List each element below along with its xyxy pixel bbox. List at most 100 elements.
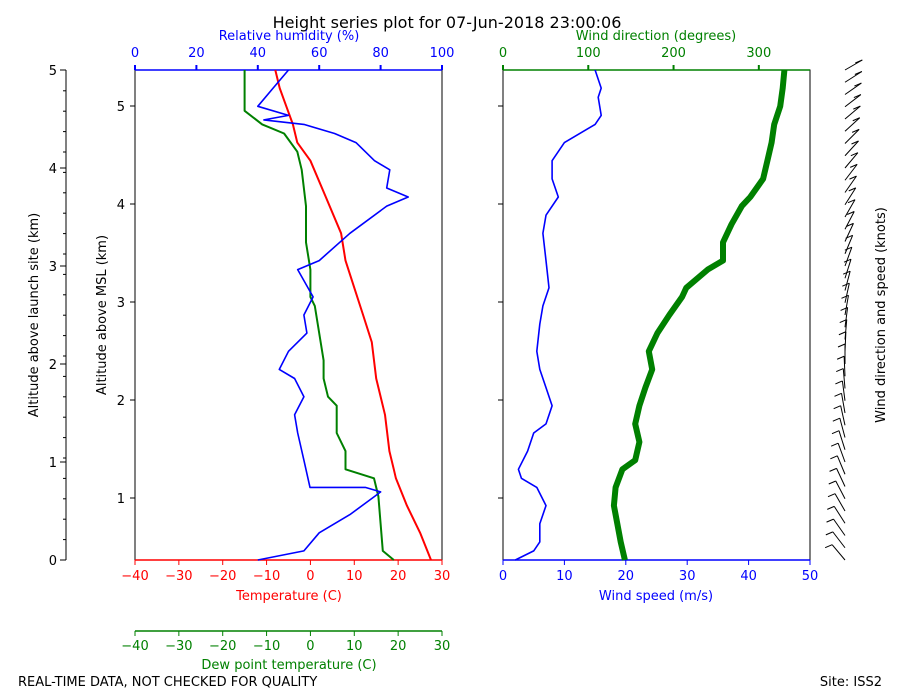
wind-barb-flag	[836, 368, 844, 373]
wind-barb-flag	[853, 94, 862, 99]
dew-tick-label: −30	[165, 639, 192, 654]
temp-tick-label: −40	[121, 569, 148, 584]
wind-barb	[844, 271, 851, 291]
wind-panel-frame	[502, 69, 811, 561]
temp-tick-label: 0	[306, 569, 314, 584]
wind-barb-flag	[826, 518, 834, 523]
wind-barb-flag	[851, 128, 860, 133]
rh-tick-label: 100	[430, 46, 455, 61]
thermo-panel-frame	[134, 69, 443, 561]
wind-barb	[844, 319, 848, 340]
wind-barb-flag	[830, 442, 839, 447]
dew-tick-label: 20	[390, 639, 407, 654]
dew-tick-label: 10	[346, 639, 363, 654]
wspd-tick-label: 40	[740, 569, 757, 584]
wdir-tick-label: 0	[499, 46, 507, 61]
wind-barb	[842, 368, 846, 389]
wind-barb	[839, 418, 846, 438]
wind-barb-flag	[849, 163, 858, 168]
wspd-axis-label: Wind speed (m/s)	[599, 589, 713, 604]
wind-barb-flag	[847, 199, 856, 204]
temp-tick-label: −30	[165, 569, 192, 584]
wind-barb-flag	[824, 544, 833, 549]
wdir-tick-label: 200	[661, 46, 686, 61]
wind-barb-flag	[832, 417, 841, 422]
rh-tick-label: 0	[131, 46, 139, 61]
wind-barb-flag	[841, 294, 849, 299]
wind-barb	[844, 152, 859, 169]
wind-barb	[840, 405, 846, 426]
wind-barb	[844, 283, 850, 303]
wind-barb-flag	[846, 222, 854, 227]
wind-barb-flag	[850, 152, 859, 157]
wind-barb	[831, 544, 846, 561]
left-altitude-tick-label: 0	[49, 554, 57, 569]
left-altitude-tick-label: 3	[49, 260, 57, 275]
left-altitude-tick-label: 1	[49, 456, 57, 471]
wind-barb-flag	[844, 246, 853, 251]
wind-barb-flag	[848, 187, 856, 192]
temp-tick-label: 10	[346, 569, 363, 584]
wind-barb	[844, 235, 854, 254]
rh-tick-label: 80	[372, 46, 389, 61]
wind-barb	[844, 105, 861, 120]
wind-barb	[844, 199, 856, 218]
msl-altitude-tick-label: 5	[117, 100, 125, 115]
wind-barb	[837, 443, 846, 463]
wind-barb	[844, 295, 849, 316]
wind-barb-flag	[829, 467, 837, 472]
wind-barb-flag	[854, 82, 862, 87]
wind-barb	[844, 259, 852, 279]
wind-barb-flag	[855, 59, 863, 64]
wind-barb	[835, 480, 846, 499]
wind-barb	[841, 393, 846, 414]
temp-tick-label: 20	[390, 569, 407, 584]
wind-barb	[836, 468, 846, 487]
wind-barb	[844, 175, 857, 193]
dew-tick-label: −40	[121, 639, 148, 654]
wspd-tick-label: 0	[499, 569, 507, 584]
wind-barb-flag	[827, 505, 835, 510]
footer-quality-note: REAL-TIME DATA, NOT CHECKED FOR QUALITY	[18, 675, 317, 690]
wind-barb-flag	[849, 175, 857, 180]
wind-barb	[833, 506, 846, 524]
rh-axis-label: Relative humidity (%)	[219, 29, 360, 44]
wind-barb	[844, 211, 855, 230]
footer-site: Site: ISS2	[820, 675, 882, 690]
rh-tick-label: 20	[188, 46, 205, 61]
wind-barb	[844, 187, 857, 206]
temp-tick-label: −20	[209, 569, 236, 584]
wind-barb	[844, 223, 854, 242]
wspd-tick-label: 50	[802, 569, 819, 584]
left-altitude-tick-label: 4	[49, 162, 57, 177]
dew-tick-label: 0	[306, 639, 314, 654]
wind-barb	[844, 94, 862, 108]
msl-altitude-tick-label: 1	[117, 492, 125, 507]
wind-barb-flag	[834, 392, 842, 397]
temp-tick-label: 30	[434, 569, 451, 584]
wind-barb	[844, 71, 863, 83]
dew-axis-label: Dew point temperature (C)	[201, 658, 376, 673]
wind-barb	[844, 307, 849, 328]
wind-barb	[838, 430, 846, 450]
wind-barb	[843, 356, 846, 377]
wdir-axis-label: Wind direction (degrees)	[576, 29, 736, 44]
wspd-tick-label: 30	[679, 569, 696, 584]
wind-barb-flag	[837, 343, 846, 348]
dew-tick-label: −10	[253, 639, 280, 654]
wind-barb-flag	[842, 282, 850, 287]
wind-barb-flag	[830, 455, 838, 460]
plot-title: Height series plot for 07-Jun-2018 23:00…	[273, 13, 622, 32]
msl-altitude-tick-label: 3	[117, 296, 125, 311]
wind-barb	[844, 117, 861, 132]
left-altitude-tick-label: 2	[49, 358, 57, 373]
wind-barb-flag	[851, 140, 859, 145]
left-altitude-label: Altitude above launch site (km)	[27, 213, 42, 417]
temperature-line	[274, 69, 432, 561]
wind-barb	[844, 82, 862, 95]
wind-barb	[832, 531, 846, 549]
wind-barb-flag	[854, 71, 863, 75]
dew-tick-label: −20	[209, 639, 236, 654]
wind-barb-flag	[825, 531, 834, 536]
